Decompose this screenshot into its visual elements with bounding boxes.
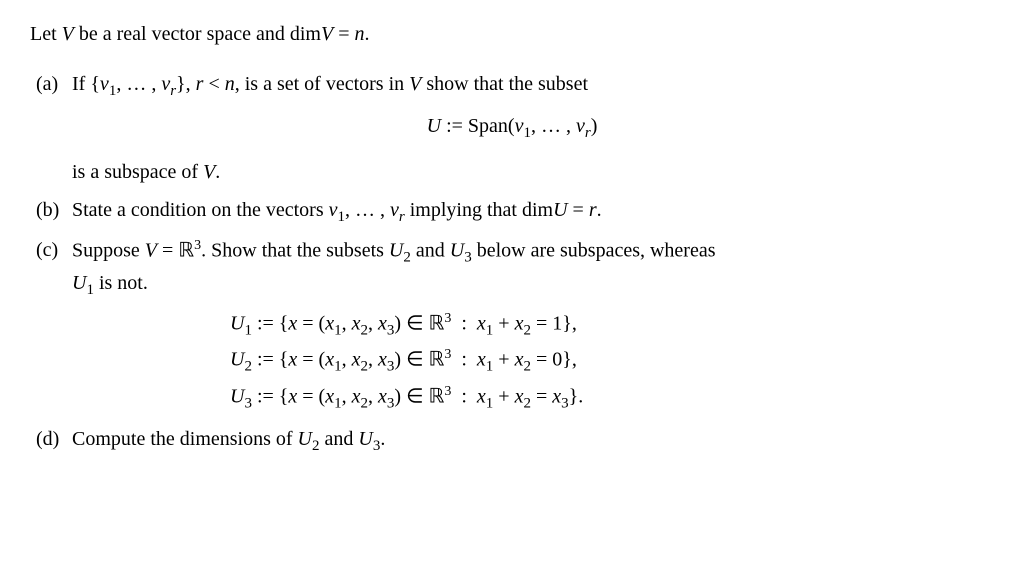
part-a: (a) If {v1, … , vr}, r < n, is a set of … xyxy=(30,70,994,102)
part-b-body: State a condition on the vectors v1, … ,… xyxy=(72,196,994,228)
part-c-eq-u2: U2 := {x = (x1, x2, x3) ∈ ℝ3 : x1 + x2 =… xyxy=(230,345,994,378)
part-c-eq-u3: U3 := {x = (x1, x2, x3) ∈ ℝ3 : x1 + x2 =… xyxy=(230,382,994,415)
part-d-label: (d) xyxy=(30,425,72,457)
part-c: (c) Suppose V = ℝ3. Show that the subset… xyxy=(30,236,994,301)
part-b-label: (b) xyxy=(30,196,72,228)
part-c-label: (c) xyxy=(30,236,72,301)
problem-intro: Let V be a real vector space and dimV = … xyxy=(30,20,994,48)
part-d-body: Compute the dimensions of U2 and U3. xyxy=(72,425,994,457)
part-a-display-equation: U := Span(v1, … , vr) xyxy=(30,112,994,144)
part-c-equations: U1 := {x = (x1, x2, x3) ∈ ℝ3 : x1 + x2 =… xyxy=(230,309,994,415)
part-a-label: (a) xyxy=(30,70,72,102)
part-b: (b) State a condition on the vectors v1,… xyxy=(30,196,994,228)
part-a-body: If {v1, … , vr}, r < n, is a set of vect… xyxy=(72,70,994,102)
part-c-eq-u1: U1 := {x = (x1, x2, x3) ∈ ℝ3 : x1 + x2 =… xyxy=(230,309,994,342)
part-c-body: Suppose V = ℝ3. Show that the subsets U2… xyxy=(72,236,994,301)
part-d: (d) Compute the dimensions of U2 and U3. xyxy=(30,425,994,457)
part-a-tail: is a subspace of V. xyxy=(72,158,994,186)
